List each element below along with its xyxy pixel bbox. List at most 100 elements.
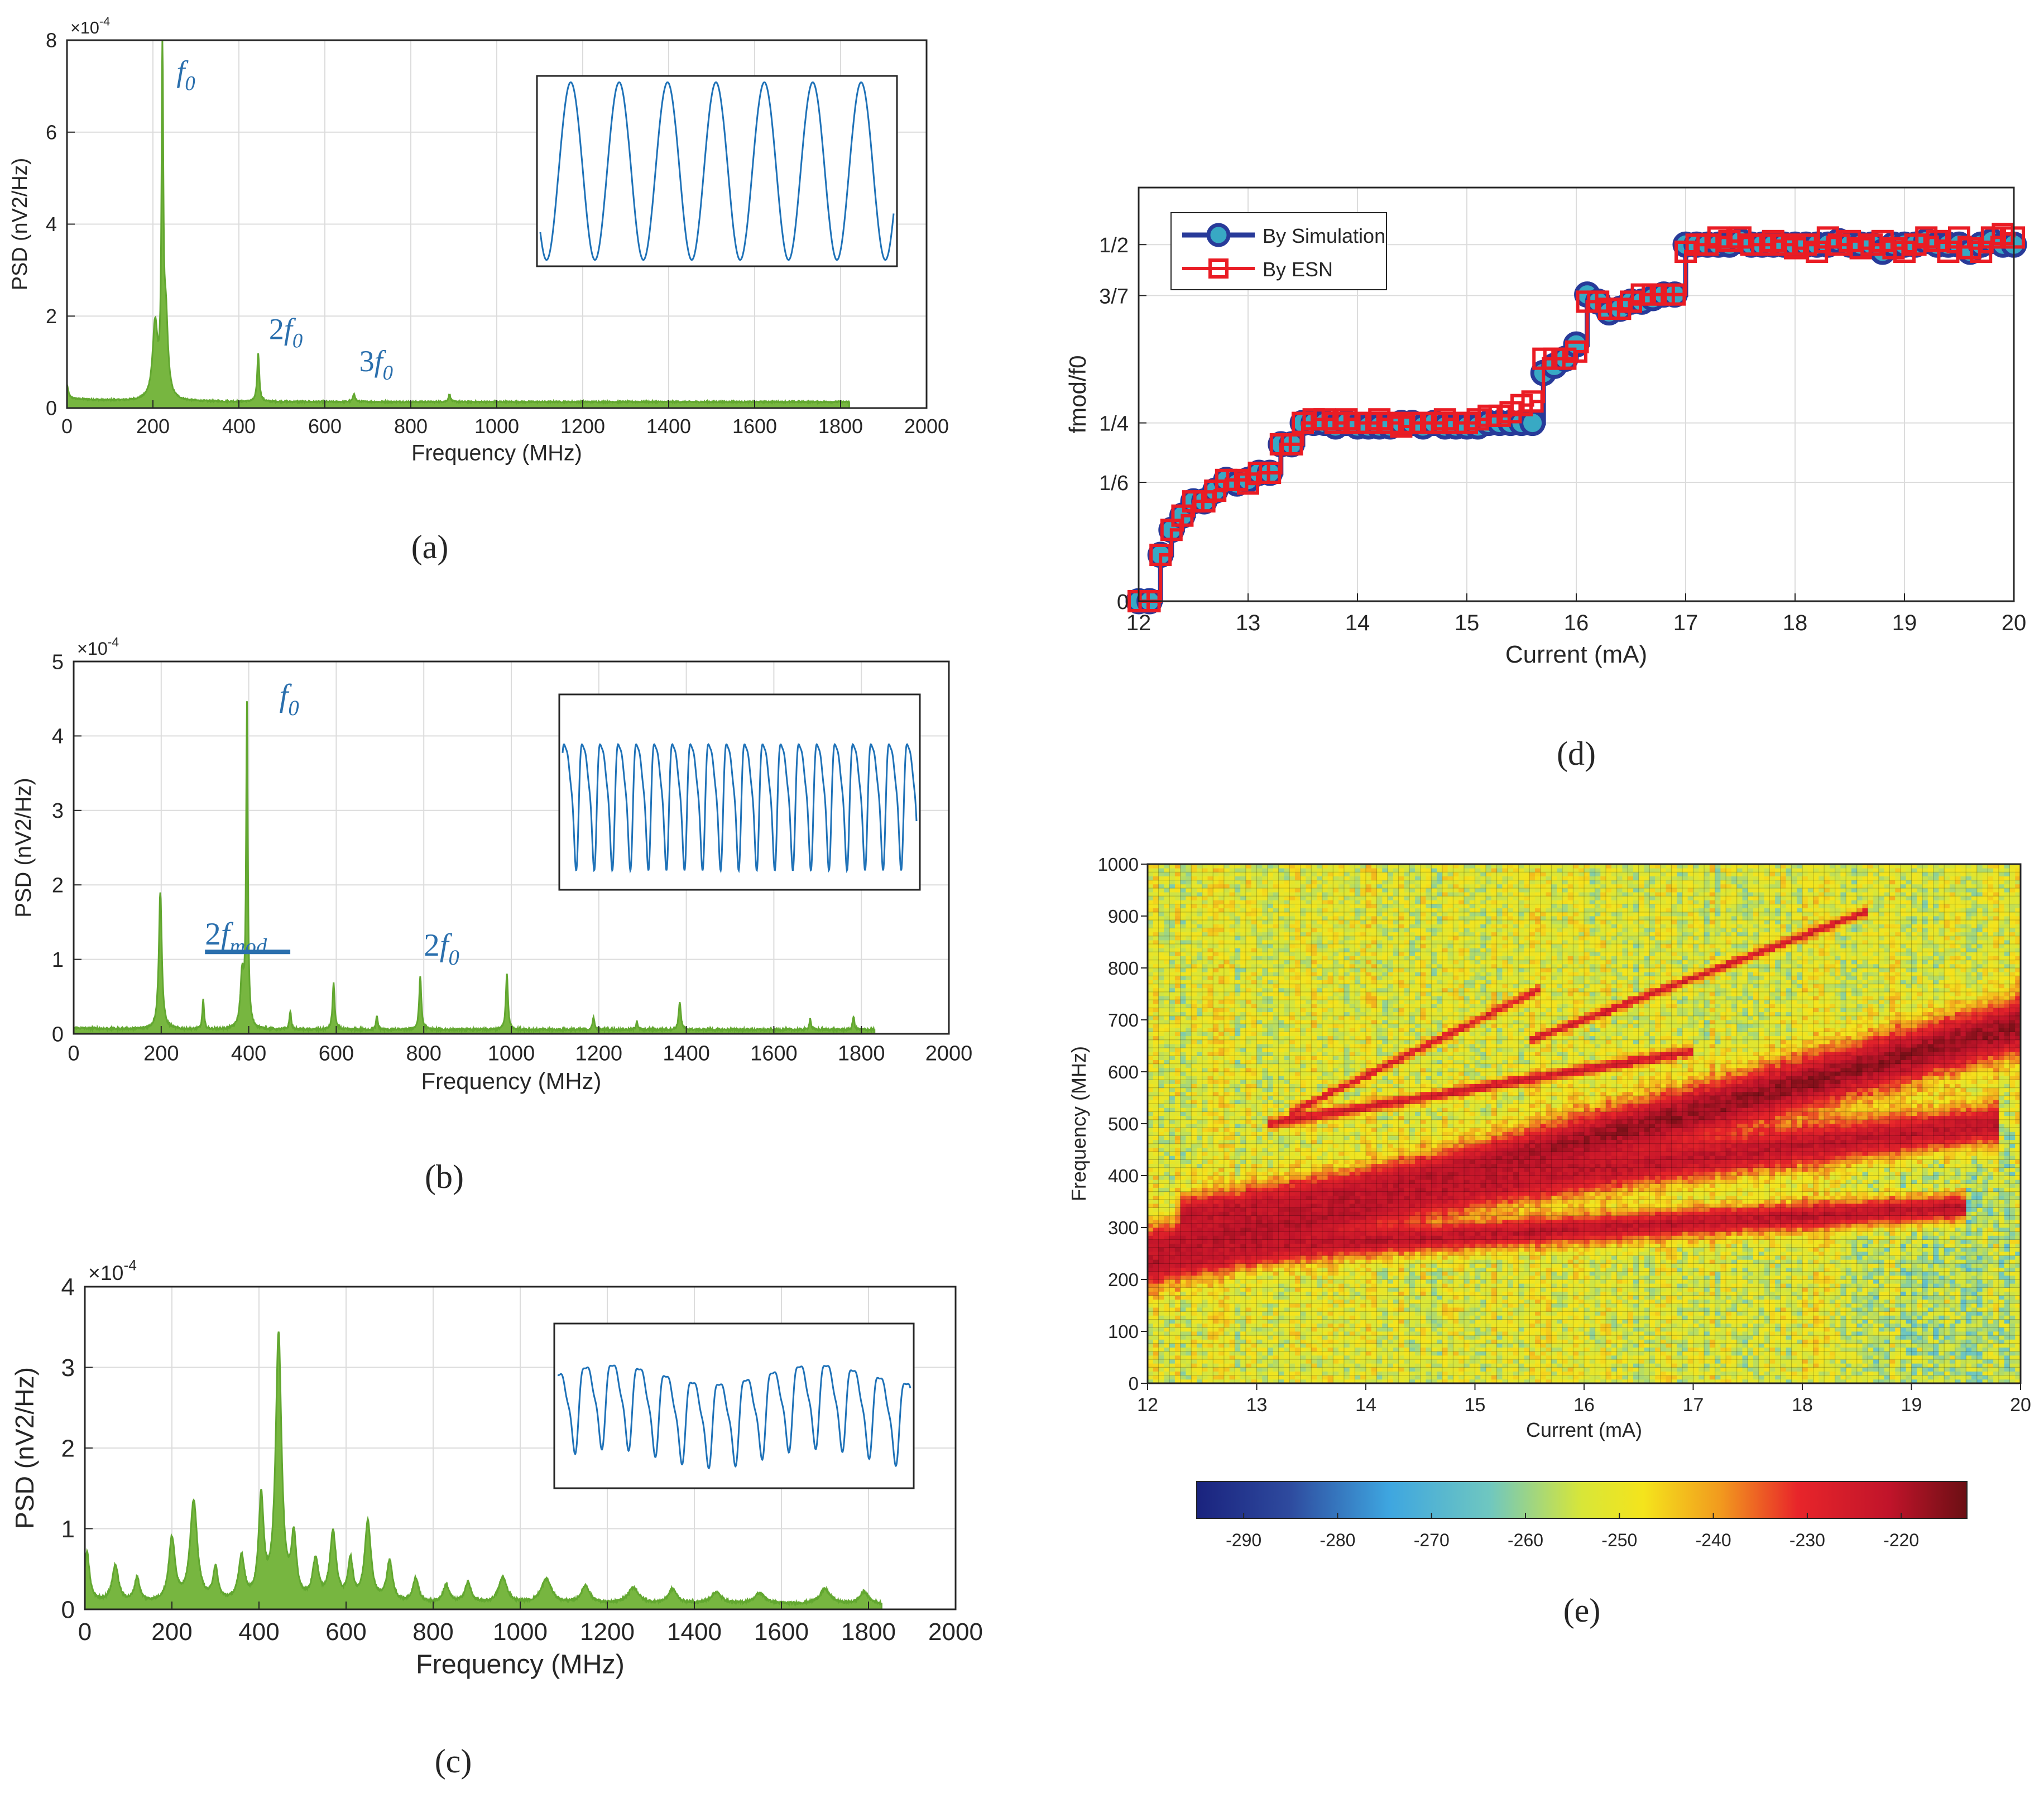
exponent-label: ×10-4 <box>77 635 119 659</box>
y-tick-label: 700 <box>1108 1010 1139 1030</box>
x-tick-label: 18 <box>1783 611 1808 635</box>
x-tick-label: 400 <box>222 415 256 438</box>
x-axis-label: Frequency (MHz) <box>416 1649 625 1679</box>
panel-caption: (d) <box>1557 735 1596 772</box>
x-tick-label: 800 <box>406 1042 441 1066</box>
peak-annotation: 3f0 <box>359 344 393 384</box>
x-tick-label: 600 <box>308 415 342 438</box>
colorbar-tick-label: -250 <box>1601 1530 1637 1550</box>
x-tick-label: 1400 <box>667 1618 722 1646</box>
x-tick-label: 14 <box>1345 611 1370 635</box>
x-tick-label: 0 <box>68 1042 79 1066</box>
x-tick-label: 600 <box>319 1042 354 1066</box>
legend-esn-label: By ESN <box>1263 258 1333 281</box>
x-tick-label: 1600 <box>750 1042 798 1066</box>
x-tick-label: 1200 <box>575 1042 623 1066</box>
y-tick-label: 2 <box>61 1435 75 1462</box>
x-tick-label: 1200 <box>560 415 605 438</box>
colorbar-tick-label: -280 <box>1320 1530 1355 1550</box>
panel-caption: (c) <box>435 1743 472 1780</box>
x-tick-label: 1800 <box>838 1042 885 1066</box>
x-tick-label: 19 <box>1901 1394 1922 1416</box>
x-axis-label: Current (mA) <box>1526 1418 1642 1441</box>
x-tick-label: 12 <box>1137 1394 1158 1416</box>
x-tick-label: 1600 <box>754 1618 809 1646</box>
y-tick-label: 4 <box>46 213 57 236</box>
y-axis-label: PSD (nV2/Hz) <box>8 158 32 290</box>
panel-caption: (e) <box>1563 1592 1601 1629</box>
x-tick-label: 14 <box>1355 1394 1376 1416</box>
x-tick-label: 2000 <box>925 1042 973 1066</box>
panel-caption: (b) <box>425 1158 464 1195</box>
y-tick-label: 1 <box>61 1516 75 1543</box>
x-tick-label: 400 <box>238 1618 279 1646</box>
x-tick-label: 1200 <box>580 1618 635 1646</box>
x-axis-label: Frequency (MHz) <box>421 1068 602 1094</box>
exponent-label: ×10-4 <box>70 15 110 37</box>
y-tick-label: 400 <box>1108 1166 1139 1186</box>
colorbar-tick-label: -220 <box>1883 1530 1919 1550</box>
y-tick-label: 1/2 <box>1099 234 1129 257</box>
y-tick-label: 1/6 <box>1099 472 1129 495</box>
x-tick-label: 1400 <box>663 1042 710 1066</box>
y-axis-label: fmod/f0 <box>1064 355 1091 433</box>
psd-chart-c: 0 200 400 600 800 1000 1200 1400 1600 1800 2000012… <box>10 1257 983 1780</box>
x-tick-label: 600 <box>325 1618 366 1646</box>
y-tick-label: 200 <box>1108 1269 1139 1290</box>
colorbar-tick-label: -230 <box>1789 1530 1825 1550</box>
peak-annotation: f0 <box>279 678 299 720</box>
colorbar-tick-label: -260 <box>1508 1530 1543 1550</box>
psd-chart-b: 0 200 400 600 800 1000 1200 1400 1600 1800 2000012… <box>11 635 972 1195</box>
y-tick-label: 0 <box>61 1596 75 1623</box>
x-tick-label: 20 <box>2010 1394 2031 1416</box>
y-tick-label: 8 <box>46 29 57 52</box>
x-tick-label: 1600 <box>732 415 777 438</box>
y-tick-label: 900 <box>1108 906 1139 927</box>
x-tick-label: 1800 <box>818 415 863 438</box>
legend-simulation-marker <box>1208 225 1229 245</box>
y-axis-label: PSD (nV2/Hz) <box>10 1367 39 1529</box>
x-tick-label: 0 <box>61 415 73 438</box>
y-axis-label: Frequency (MHz) <box>1067 1046 1090 1201</box>
y-tick-label: 2 <box>52 874 64 898</box>
x-axis-label: Current (mA) <box>1505 641 1647 668</box>
spectrogram-heatmap-e: 12 13 14 15 16 17 18 19 200100200300400500600700… <box>1067 854 2031 1629</box>
x-tick-label: 800 <box>412 1618 453 1646</box>
x-tick-label: 200 <box>151 1618 192 1646</box>
y-tick-label: 500 <box>1108 1114 1139 1134</box>
y-tick-label: 300 <box>1108 1217 1139 1238</box>
y-tick-label: 3 <box>61 1354 75 1382</box>
x-tick-label: 2000 <box>928 1618 983 1646</box>
y-tick-label: 3 <box>52 799 64 823</box>
colorbar-tick-label: -270 <box>1414 1530 1450 1550</box>
x-tick-label: 0 <box>78 1618 92 1646</box>
x-tick-label: 200 <box>143 1042 179 1066</box>
colorbar-tick-label: -240 <box>1696 1530 1731 1550</box>
x-tick-label: 19 <box>1892 611 1917 635</box>
x-tick-label: 2000 <box>904 415 949 438</box>
y-tick-label: 100 <box>1108 1321 1139 1342</box>
colorbar <box>1197 1482 1967 1518</box>
y-tick-label: 0 <box>1117 591 1129 614</box>
y-tick-label: 6 <box>46 121 57 143</box>
x-tick-label: 1400 <box>646 415 691 438</box>
psd-chart-a: 0 200 400 600 800 1000 1200 1400 1600 1800 2000024… <box>8 15 949 565</box>
peak-annotation: 2f0 <box>269 312 303 352</box>
exponent-label: ×10-4 <box>88 1257 137 1284</box>
x-tick-label: 800 <box>394 415 428 438</box>
x-tick-label: 1800 <box>841 1618 896 1646</box>
x-tick-label: 20 <box>2002 611 2027 635</box>
y-tick-label: 3/7 <box>1099 285 1129 308</box>
x-tick-label: 13 <box>1246 1394 1268 1416</box>
x-tick-label: 13 <box>1236 611 1261 635</box>
y-tick-label: 1/4 <box>1099 413 1129 436</box>
legend-simulation-label: By Simulation <box>1263 224 1385 247</box>
x-tick-label: 200 <box>136 415 170 438</box>
x-tick-label: 16 <box>1564 611 1589 635</box>
x-axis-label: Frequency (MHz) <box>411 441 582 466</box>
x-tick-label: 18 <box>1792 1394 1813 1416</box>
peak-annotation: 2f0 <box>424 928 459 970</box>
y-tick-label: 4 <box>61 1273 75 1301</box>
y-tick-label: 1 <box>52 948 64 972</box>
